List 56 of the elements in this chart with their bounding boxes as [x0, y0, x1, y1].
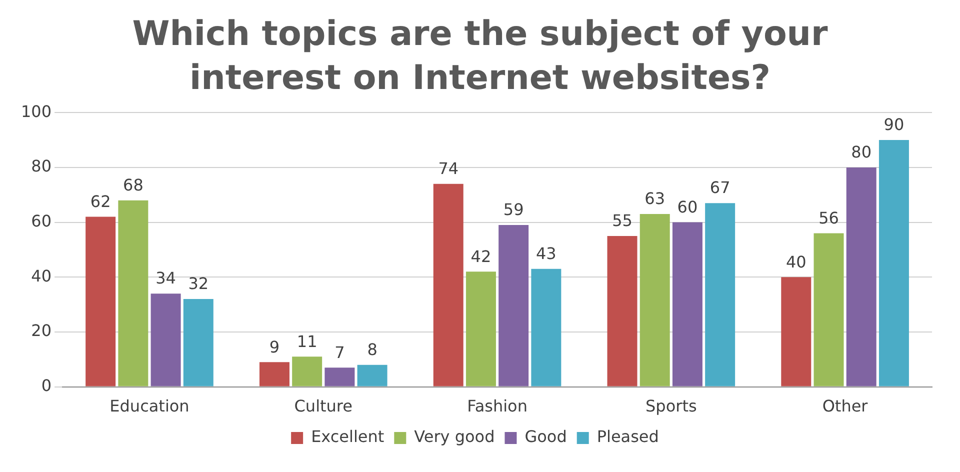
- data-label: 90: [884, 115, 904, 134]
- bar: [640, 214, 670, 386]
- bar: [531, 268, 562, 386]
- data-label: 68: [123, 176, 144, 194]
- data-label: 7: [334, 342, 345, 362]
- data-label: 9: [269, 337, 280, 356]
- data-label: 60: [677, 197, 698, 216]
- y-tick-label: 60: [31, 211, 52, 230]
- x-tick-label: Culture: [294, 396, 352, 416]
- y-tick-label: 40: [31, 266, 52, 286]
- data-label: 74: [438, 159, 459, 178]
- x-tick-label: Fashion: [467, 396, 528, 416]
- data-label: 56: [818, 208, 839, 228]
- bar: [814, 233, 844, 386]
- data-label: 34: [156, 268, 176, 288]
- data-label: 8: [367, 340, 378, 360]
- legend-label: Excellent: [311, 427, 384, 446]
- legend-label: Very good: [414, 427, 495, 446]
- data-label: 55: [612, 211, 632, 230]
- legend-label: Good: [524, 427, 567, 446]
- bar: [878, 140, 909, 386]
- bar: [324, 368, 355, 386]
- bar: [705, 203, 736, 386]
- data-label: 43: [536, 244, 556, 264]
- data-label: 63: [644, 189, 666, 208]
- bar: [433, 184, 464, 386]
- data-label: 32: [188, 274, 209, 294]
- data-label: 42: [470, 246, 492, 266]
- legend-label: Pleased: [596, 427, 659, 446]
- bar: [259, 362, 290, 386]
- data-label: 59: [503, 200, 524, 220]
- bar: [607, 236, 638, 386]
- data-label: 11: [296, 332, 318, 351]
- data-label: 80: [851, 142, 872, 162]
- y-tick-label: 20: [31, 321, 52, 340]
- bar: [183, 299, 214, 386]
- x-tick-label: Other: [822, 396, 868, 416]
- chart-title: Which topics are the subject of your interest on Internet websites?: [131, 13, 829, 100]
- bar: [86, 216, 116, 386]
- x-tick-label: Sports: [646, 396, 697, 416]
- y-tick-label: 100: [20, 102, 52, 121]
- bar: [357, 364, 388, 386]
- data-label: 67: [710, 178, 730, 198]
- data-label: 40: [786, 252, 806, 272]
- data-label: 62: [90, 192, 111, 211]
- bar: [498, 225, 529, 386]
- bar: [846, 167, 876, 386]
- bar: [292, 356, 322, 386]
- bar: [781, 277, 812, 386]
- y-tick-label: 0: [41, 376, 52, 395]
- x-tick-label: Education: [110, 396, 190, 416]
- bar: [118, 200, 148, 386]
- bar: [672, 222, 702, 386]
- bar: [466, 272, 496, 386]
- bar: [150, 294, 181, 386]
- y-tick-label: 80: [31, 156, 52, 176]
